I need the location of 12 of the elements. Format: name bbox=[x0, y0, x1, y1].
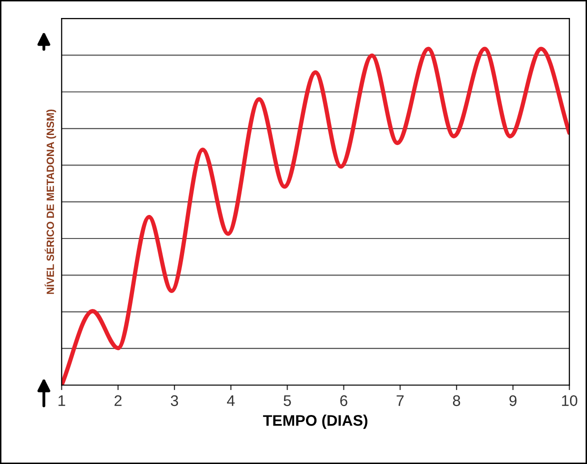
x-tick-label: 3 bbox=[170, 395, 178, 406]
x-tick-label: 1 bbox=[58, 395, 66, 406]
x-tick-label: 7 bbox=[396, 395, 404, 406]
x-tick-label: 8 bbox=[452, 395, 460, 406]
x-tick-label: 6 bbox=[340, 395, 348, 406]
x-tick-label: 4 bbox=[226, 395, 235, 406]
y-axis-title: NÍVEL SÉRICO DE METADONA (NSM) bbox=[44, 110, 56, 294]
x-tick-label: 2 bbox=[114, 395, 122, 406]
x-tick-label: 10 bbox=[562, 395, 578, 406]
x-axis-title: TEMPO (DIAS) bbox=[263, 414, 368, 429]
x-tick-label: 9 bbox=[509, 395, 516, 406]
x-tick-label: 5 bbox=[284, 395, 291, 406]
